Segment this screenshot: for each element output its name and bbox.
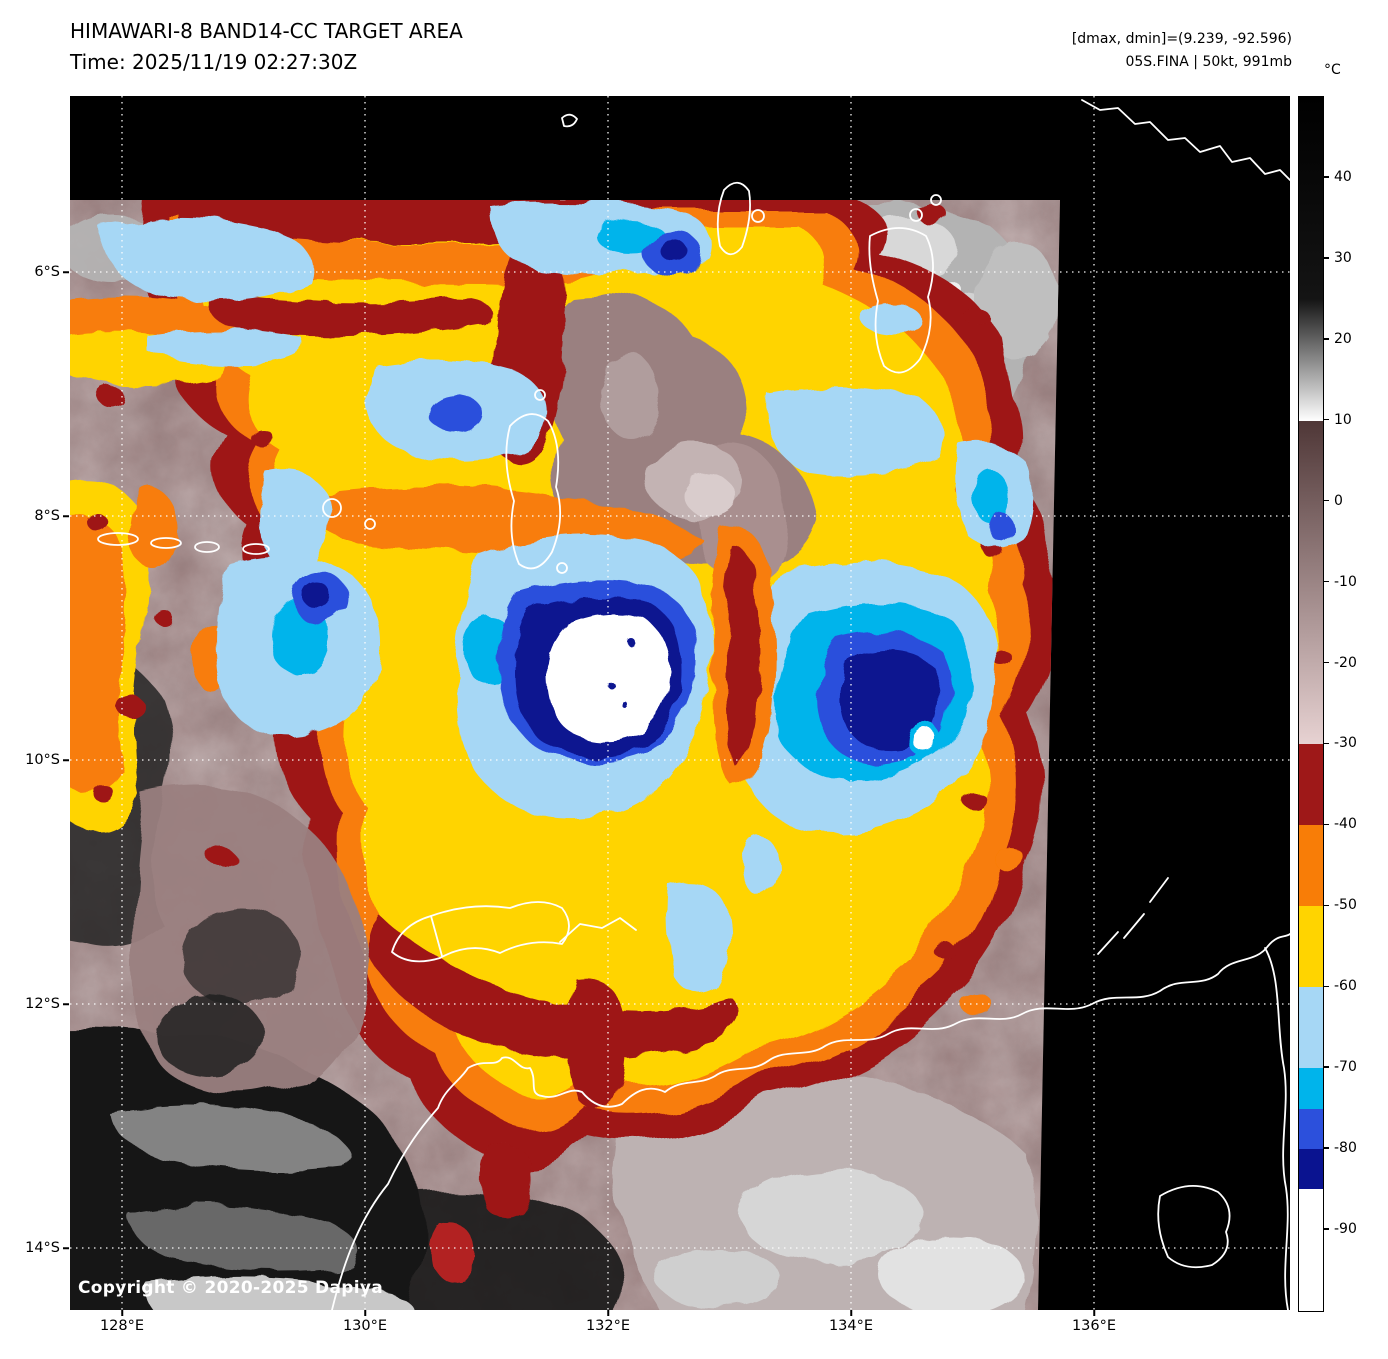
lon-tick-label: 134°E — [828, 1318, 874, 1334]
colorbar-unit-label: °C — [1324, 62, 1341, 78]
lat-tick-mark — [63, 515, 69, 517]
lat-tick-mark — [63, 1247, 69, 1249]
red-speckles — [86, 204, 1012, 956]
colorbar-tick: -10 — [1323, 574, 1357, 590]
colorbar-tick: 20 — [1323, 331, 1352, 347]
colorbar-segment — [1299, 1108, 1323, 1150]
copyright-text: Copyright © 2020-2025 Dapiya — [78, 1278, 383, 1298]
lon-tick-label: 130°E — [342, 1318, 388, 1334]
colorbar-tick: -90 — [1323, 1221, 1357, 1237]
map-area: Copyright © 2020-2025 Dapiya — [70, 96, 1290, 1310]
lon-tick-mark — [121, 1310, 123, 1316]
colorbar-segment — [1299, 825, 1323, 907]
lat-tick-label: 6°S — [34, 264, 60, 280]
lon-tick-label: 132°E — [585, 1318, 631, 1334]
colorbar-tick: -30 — [1323, 735, 1357, 751]
lon-tick-mark — [607, 1310, 609, 1316]
colorbar-tick: 0 — [1323, 493, 1343, 509]
moat-band — [711, 525, 775, 788]
lon-tick-label: 128°E — [99, 1318, 145, 1334]
colorbar-segment — [1299, 97, 1323, 300]
eye-region — [547, 613, 943, 758]
dry-slot-detail — [155, 354, 743, 1076]
colorbar-segment — [1299, 299, 1323, 421]
data-swath — [70, 200, 1060, 1310]
header-annotations: [dmax, dmin]=(9.239, -92.596) 05S.FINA |… — [1072, 28, 1292, 74]
colorbar-tick: -60 — [1323, 978, 1357, 994]
lat-tick-mark — [63, 1003, 69, 1005]
west-edge-bands — [70, 297, 243, 833]
colorbar-segment — [1299, 906, 1323, 988]
colorbar-segment — [1299, 744, 1323, 826]
lon-tick-mark — [1093, 1310, 1095, 1316]
colorbar-segment — [1299, 987, 1323, 1069]
lat-tick-label: 8°S — [34, 508, 60, 524]
dmax-dmin-annotation: [dmax, dmin]=(9.239, -92.596) — [1071, 31, 1292, 47]
colorbar-tick: -20 — [1323, 655, 1357, 671]
storm-annotation: 05S.FINA | 50kt, 991mb — [1125, 54, 1292, 71]
colorbar-tick: -40 — [1323, 816, 1357, 832]
colorbar-segment — [1299, 1068, 1323, 1109]
product-time: Time: 2025/11/19 02:27:30Z — [70, 50, 358, 74]
colorbar-tick: -50 — [1323, 897, 1357, 913]
colorbar-segment — [1299, 1149, 1323, 1190]
lon-tick-label: 136°E — [1071, 1318, 1117, 1334]
lat-tick-label: 12°S — [25, 996, 60, 1012]
lon-tick-mark — [850, 1310, 852, 1316]
colorbar-ticks: 40 30 20 10 0 -10 -20 -30 -40 -50 -60 -70 -80 -90 — [1323, 96, 1388, 1310]
lat-tick-mark — [63, 759, 69, 761]
colorbar-tick: 10 — [1323, 412, 1352, 428]
colorbar-tick: 40 — [1323, 169, 1352, 185]
product-title: HIMAWARI-8 BAND14-CC TARGET AREA — [70, 19, 463, 43]
lat-tick-mark — [63, 271, 69, 273]
satellite-image — [70, 96, 1290, 1310]
cold-cloud-tops — [98, 202, 1034, 993]
colorbar-segment — [1299, 1189, 1323, 1311]
colorbar-segment — [1299, 420, 1323, 745]
lon-tick-mark — [364, 1310, 366, 1316]
colorbar — [1298, 96, 1324, 1312]
colorbar-tick: 30 — [1323, 250, 1352, 266]
graticule — [70, 96, 1290, 1310]
lat-tick-label: 10°S — [25, 752, 60, 768]
coastlines — [97, 99, 1290, 1310]
colorbar-tick: -70 — [1323, 1059, 1357, 1075]
colorbar-tick: -80 — [1323, 1140, 1357, 1156]
lat-tick-label: 14°S — [25, 1240, 60, 1256]
header: HIMAWARI-8 BAND14-CC TARGET AREA Time: 2… — [70, 16, 463, 78]
